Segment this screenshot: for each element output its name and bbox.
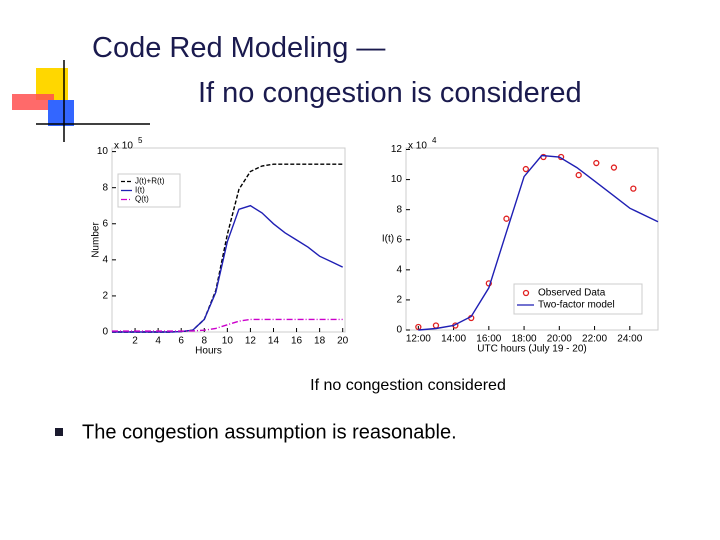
x-tick-label: 20 <box>337 336 349 347</box>
x-tick-label: 10 <box>222 336 234 347</box>
y-tick-label: 10 <box>97 146 109 157</box>
series-line <box>418 154 659 331</box>
y-scale-base: x 10 <box>114 141 133 152</box>
data-point <box>432 322 440 329</box>
y-tick-label: 10 <box>391 174 403 185</box>
data-point <box>522 165 529 173</box>
title: Code Red Modeling — <box>92 32 385 64</box>
y-tick-label: 2 <box>396 295 402 306</box>
legend-label: J(t)+R(t) <box>135 177 165 186</box>
legend-label: Q(t) <box>135 195 149 204</box>
data-point <box>610 164 618 171</box>
y-tick-label: 4 <box>396 264 402 275</box>
x-tick-label: 20:00 <box>547 334 572 345</box>
x-tick-label: 22:00 <box>582 334 607 345</box>
series-line <box>112 204 344 333</box>
x-tick-label: 18 <box>314 336 326 347</box>
data-point <box>575 171 582 179</box>
legend-label: Observed Data <box>538 288 606 299</box>
deco-blue <box>48 100 74 126</box>
y-axis-label: I(t) <box>382 234 394 245</box>
data-point <box>503 215 510 222</box>
y-tick-label: 6 <box>102 218 108 229</box>
x-axis-label: UTC hours (July 19 - 20) <box>477 344 586 355</box>
y-tick-label: 0 <box>102 327 108 338</box>
series-line <box>112 318 343 332</box>
y-axis-label: Number <box>91 222 102 258</box>
plot-frame <box>111 147 346 333</box>
title: If no congestion is considered <box>198 77 582 109</box>
x-tick-label: 4 <box>155 336 161 347</box>
y-tick-label: 12 <box>391 144 403 155</box>
y-scale-exponent: 4 <box>432 136 437 145</box>
x-tick-label: 12 <box>245 336 257 347</box>
x-tick-label: 12:00 <box>406 334 431 345</box>
x-tick-label: 14:00 <box>441 334 466 345</box>
x-tick-label: 16:00 <box>476 334 501 345</box>
legend-label: Two-factor model <box>538 300 615 311</box>
y-tick-label: 6 <box>396 234 402 245</box>
y-tick-label: 8 <box>102 182 108 193</box>
y-tick-label: 8 <box>396 204 402 215</box>
legend-swatch <box>522 289 530 297</box>
x-tick-label: 16 <box>291 336 303 347</box>
deco-red <box>12 94 54 110</box>
y-tick-label: 0 <box>396 325 402 336</box>
bullet-text: The congestion assumption is reasonable. <box>82 421 457 443</box>
legend-label: I(t) <box>135 186 145 195</box>
y-tick-label: 2 <box>102 291 108 302</box>
legend-box <box>513 283 643 315</box>
data-point <box>630 185 637 192</box>
y-tick-label: 4 <box>102 254 108 265</box>
x-tick-label: 8 <box>201 336 207 347</box>
plot-frame <box>405 147 659 331</box>
x-tick-label: 24:00 <box>617 334 642 345</box>
x-tick-label: 18:00 <box>512 334 537 345</box>
caption: If no congestion considered <box>310 377 506 394</box>
x-tick-label: 2 <box>132 336 138 347</box>
data-point <box>593 159 600 167</box>
y-scale-base: x 10 <box>408 141 427 152</box>
x-tick-label: 6 <box>178 336 184 347</box>
y-scale-exponent: 5 <box>138 136 143 145</box>
x-tick-label: 14 <box>268 336 280 347</box>
x-axis-label: Hours <box>195 346 222 357</box>
bullet-marker <box>55 428 63 436</box>
